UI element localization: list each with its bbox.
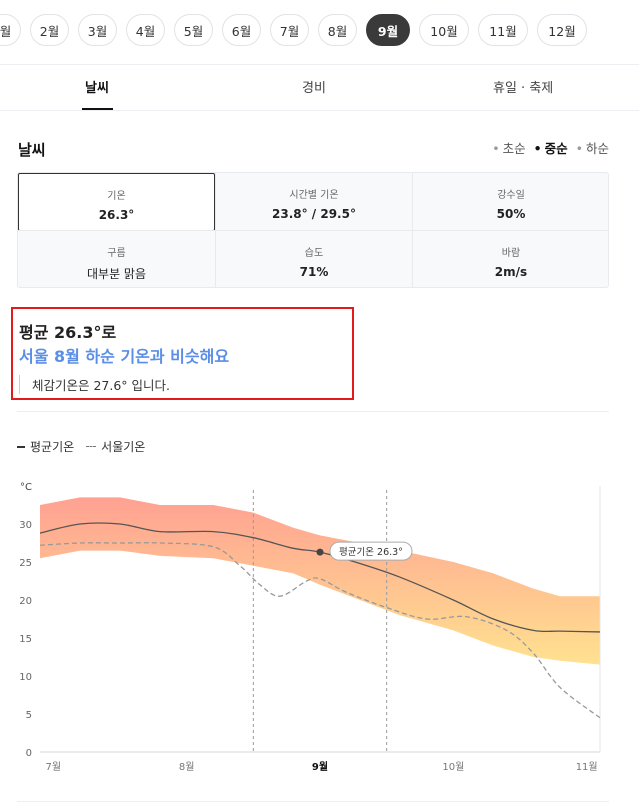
stat-value: 50% xyxy=(496,207,526,221)
month-button-8[interactable]: 8월 xyxy=(318,14,357,46)
x-tick-label: 7월 xyxy=(46,761,62,773)
x-tick-label: 11월 xyxy=(576,761,598,773)
temperature-summary: 평균 26.3°로 서울 8월 하순 기온과 비슷해요 체감기온은 27.6° … xyxy=(11,307,354,400)
y-tick-label: 25 xyxy=(19,558,32,569)
month-button-6[interactable]: 6월 xyxy=(222,14,261,46)
y-tick-label: 20 xyxy=(19,596,32,607)
period-early[interactable]: • 초순 xyxy=(492,141,526,156)
period-late-label: 하순 xyxy=(585,141,609,156)
solid-line-icon xyxy=(17,445,25,448)
tab-weather[interactable]: 날씨 xyxy=(85,81,109,96)
period-selector: • 초순 • 중순 • 하순 xyxy=(492,138,609,157)
stat-label: 기온 xyxy=(107,191,126,202)
stat-label: 바람 xyxy=(501,248,521,259)
x-tick-label: 9월 xyxy=(312,761,328,773)
month-selector: 1월 2월 3월 4월 5월 6월 7월 8월 9월 10월 11월 12월 xyxy=(0,14,587,46)
tab-expenses[interactable]: 경비 xyxy=(302,81,326,96)
x-tick-label: 8월 xyxy=(179,761,195,773)
divider xyxy=(17,801,609,802)
temperature-chart: °C 0 5 10 15 20 25 30 평균기온 26.3° 7월 8월 9월 10월 11월 xyxy=(19,482,601,773)
month-button-11[interactable]: 11월 xyxy=(478,14,528,46)
period-early-label: 초순 xyxy=(502,141,526,156)
tab-bar: 날씨 경비 휴일 · 축제 xyxy=(0,65,639,111)
legend-seoul: 서울기온 xyxy=(86,438,145,455)
legend-seoul-label: 서울기온 xyxy=(101,440,146,454)
stat-value: 2m/s xyxy=(494,265,528,279)
stat-label: 강수일 xyxy=(497,190,525,201)
y-tick-label: 10 xyxy=(19,672,32,683)
active-tab-indicator xyxy=(82,108,113,110)
month-button-2[interactable]: 2월 xyxy=(30,14,69,46)
stat-label: 습도 xyxy=(304,248,324,259)
month-button-9[interactable]: 9월 xyxy=(366,14,410,46)
stat-value: 71% xyxy=(299,265,329,279)
feels-like-text: 체감기온은 27.6° 입니다. xyxy=(19,375,170,394)
stat-value: 23.8° / 29.5° xyxy=(272,207,356,221)
x-tick-label: 10월 xyxy=(442,761,464,773)
legend-average-label: 평균기온 xyxy=(30,440,75,454)
period-mid[interactable]: • 중순 xyxy=(533,141,568,156)
period-mid-label: 중순 xyxy=(544,141,568,156)
y-tick-label: 5 xyxy=(26,710,32,721)
annotation-bubble xyxy=(329,541,413,561)
temperature-range-band xyxy=(40,497,600,665)
stat-clouds[interactable]: 구름 대부분 맑음 xyxy=(18,230,215,288)
month-button-1[interactable]: 1월 xyxy=(0,14,21,46)
series-seoul-line xyxy=(39,542,601,719)
stat-label: 시간별 기온 xyxy=(289,190,339,201)
comparison-text: 서울 8월 하순 기온과 비슷해요 xyxy=(19,347,230,366)
annotation-label: 평균기온 26.3° xyxy=(339,547,403,558)
period-late[interactable]: • 하순 xyxy=(575,141,609,156)
stat-temperature[interactable]: 기온 26.3° xyxy=(18,173,215,231)
divider xyxy=(0,64,639,65)
y-tick-label: 15 xyxy=(19,634,32,645)
y-axis-unit: °C xyxy=(20,482,32,493)
weather-stats-grid: 기온 26.3° 시간별 기온 23.8° / 29.5° 강수일 50% 구름… xyxy=(17,172,609,288)
average-temperature-text: 평균 26.3°로 xyxy=(19,323,117,342)
chart-legend: 평균기온 서울기온 xyxy=(17,438,145,455)
stat-value: 26.3° xyxy=(98,208,135,222)
month-button-10[interactable]: 10월 xyxy=(419,14,469,46)
tab-holidays-festivals[interactable]: 휴일 · 축제 xyxy=(493,81,554,96)
stat-label: 구름 xyxy=(107,248,126,259)
stat-hourly-temperature[interactable]: 시간별 기온 23.8° / 29.5° xyxy=(215,173,412,230)
section-title: 날씨 xyxy=(18,141,46,159)
stat-wind[interactable]: 바람 2m/s xyxy=(412,230,609,288)
annotation-point xyxy=(316,548,324,556)
stat-rain-days[interactable]: 강수일 50% xyxy=(412,173,609,230)
y-tick-label: 0 xyxy=(26,748,32,759)
month-button-5[interactable]: 5월 xyxy=(174,14,213,46)
month-button-3[interactable]: 3월 xyxy=(78,14,117,46)
dashed-line-icon xyxy=(86,446,97,447)
stat-humidity[interactable]: 습도 71% xyxy=(215,230,412,288)
month-button-12[interactable]: 12월 xyxy=(537,14,587,46)
stat-value: 대부분 맑음 xyxy=(86,267,146,281)
divider xyxy=(17,411,609,412)
month-button-4[interactable]: 4월 xyxy=(126,14,165,46)
y-tick-label: 30 xyxy=(19,520,32,531)
legend-average: 평균기온 xyxy=(17,438,74,455)
month-button-7[interactable]: 7월 xyxy=(270,14,309,46)
